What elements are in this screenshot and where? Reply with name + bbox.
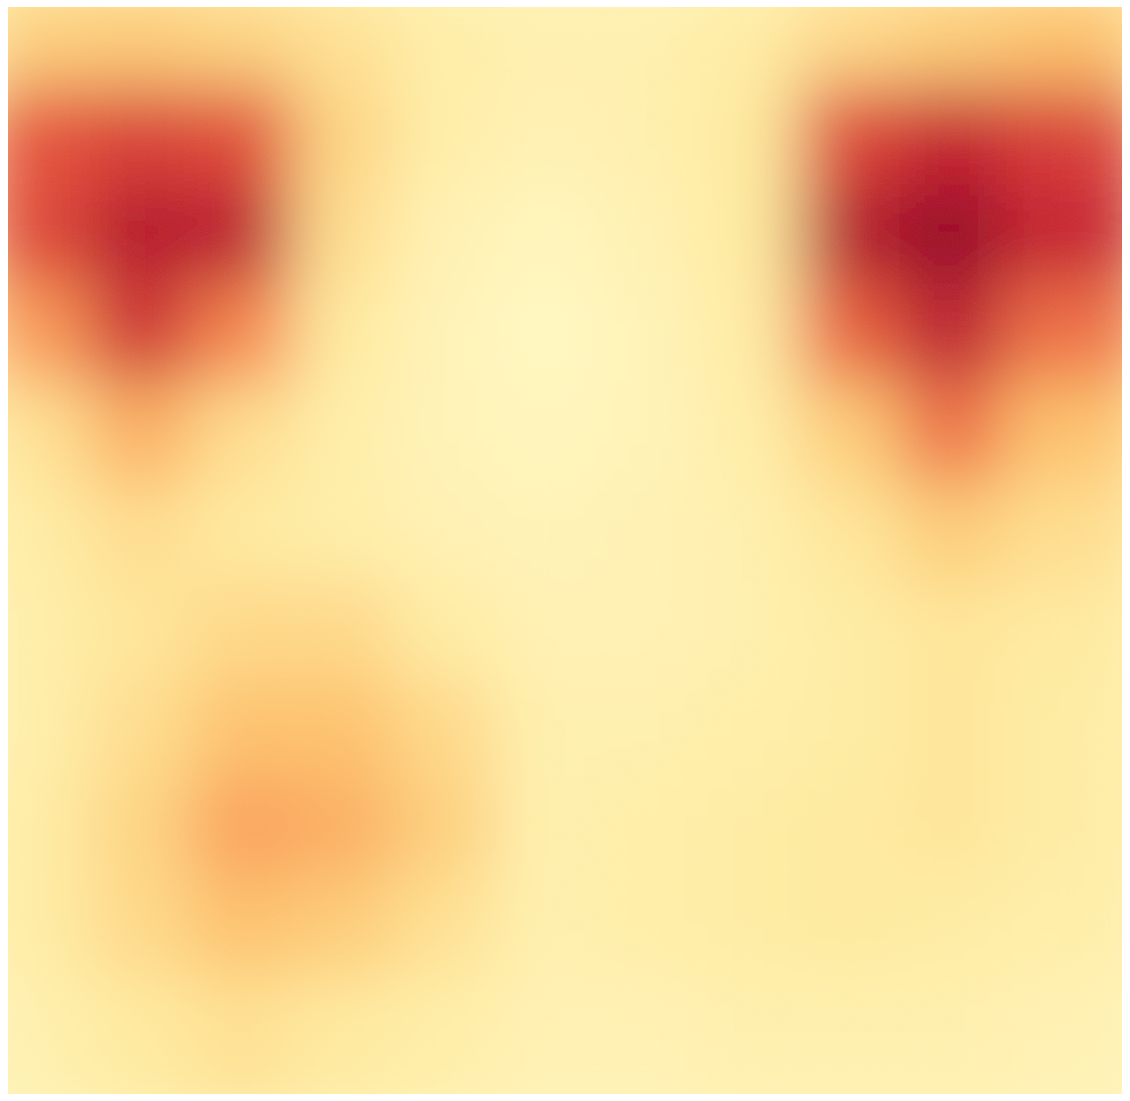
heatmap-panel xyxy=(8,7,1122,1094)
texture-overlay xyxy=(8,7,1122,1094)
heatmap-svg xyxy=(8,7,1122,1094)
